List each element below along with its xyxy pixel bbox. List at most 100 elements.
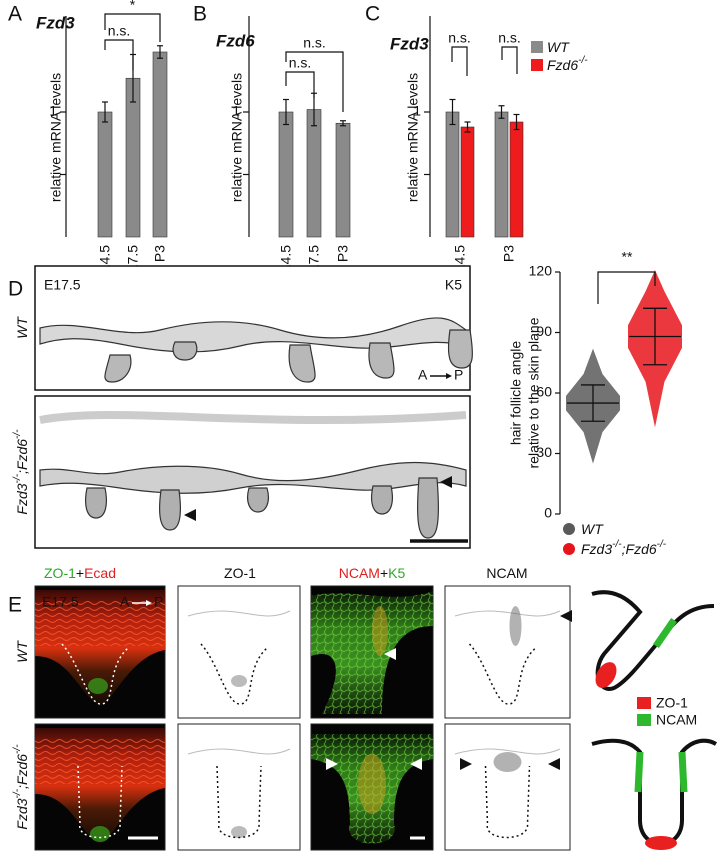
superscript: -/-	[12, 429, 23, 439]
bar	[152, 51, 168, 238]
y-tick-label: 90	[536, 323, 552, 339]
legend-marker	[563, 543, 575, 555]
bar	[494, 111, 509, 238]
y-axis-title: relative to the skin plane	[526, 317, 542, 468]
bar	[509, 121, 524, 238]
label-part: Fzd3	[14, 798, 30, 829]
arrowhead	[548, 758, 560, 770]
legend-swatch	[531, 41, 543, 53]
header-part: ZO-1	[224, 565, 256, 581]
axis-label: P	[154, 594, 163, 610]
hair-follicle	[417, 477, 439, 539]
label-part: Fzd3	[14, 483, 30, 514]
header-part: K5	[388, 565, 405, 581]
bar	[97, 111, 113, 238]
follicle-outline	[216, 765, 262, 839]
legend-swatch	[531, 59, 543, 71]
row-label: WT	[14, 640, 30, 663]
axis-label: A	[418, 367, 428, 383]
panel-label: A	[8, 3, 22, 26]
zo1-signal	[231, 675, 247, 687]
superscript: -/-	[612, 539, 622, 550]
superscript: -/-	[12, 788, 23, 798]
tissue-texture	[35, 600, 165, 646]
label-part: WT	[14, 640, 30, 663]
y-tick-label: 1	[232, 103, 240, 119]
hair-follicle	[172, 341, 198, 361]
schematic-ncam	[653, 618, 677, 648]
significance-label: n.s.	[448, 30, 471, 46]
hair-follicle	[288, 344, 316, 383]
significance-label: *	[130, 0, 136, 13]
significance-bracket	[104, 13, 161, 42]
superscript: -/-	[12, 744, 23, 754]
significance-label: **	[622, 249, 633, 265]
header-part: +	[76, 565, 84, 581]
tissue-texture	[35, 738, 165, 784]
axis-arrowhead	[146, 600, 152, 606]
significance-bracket	[451, 46, 468, 76]
error-bar	[102, 101, 108, 123]
bar	[278, 111, 294, 238]
significance-bracket	[285, 71, 315, 98]
legend-label: NCAM	[656, 712, 697, 728]
hair-follicle	[368, 342, 395, 379]
label-part: WT	[547, 39, 570, 55]
chart-title: Fzd3	[390, 34, 429, 53]
y-tick-label: 120	[529, 263, 553, 279]
legend-swatch	[637, 697, 651, 709]
header-part: Ecad	[84, 565, 116, 581]
ncam-signal	[358, 754, 386, 814]
error-bar	[513, 113, 520, 131]
y-tick-label: 0	[544, 505, 552, 521]
error-bar	[283, 98, 289, 126]
follicle-outline	[484, 765, 531, 839]
micrograph	[444, 585, 571, 719]
hair-follicle	[158, 489, 182, 531]
faint-signal	[187, 748, 291, 755]
significance-label: n.s.	[289, 55, 312, 71]
legend-label: Fzd6-/-	[547, 55, 588, 73]
header-part: ZO-1	[44, 565, 76, 581]
panel-label: D	[8, 278, 23, 301]
y-tick-label: 30	[536, 444, 552, 460]
hair-follicle	[104, 354, 132, 383]
follicle-outline	[77, 765, 123, 839]
header-part: NCAM	[486, 565, 527, 581]
schematic-zo1	[645, 836, 677, 850]
significance-label: n.s.	[108, 23, 131, 39]
hair-follicle	[370, 485, 394, 515]
error-bar	[340, 120, 346, 127]
arrowhead	[560, 610, 572, 622]
hair-follicle	[246, 487, 270, 513]
legend-swatch	[637, 714, 651, 726]
axis-label: P	[454, 367, 463, 383]
chart-title: Fzd3	[36, 13, 75, 32]
y-tick-label: 1	[49, 103, 57, 119]
column-header: NCAM	[486, 565, 527, 581]
tissue-texture	[311, 734, 433, 844]
bar	[335, 122, 351, 238]
significance-label: n.s.	[498, 30, 521, 46]
superscript: -/-	[657, 539, 667, 550]
legend-label: Fzd3-/-;Fzd6-/-	[581, 539, 667, 557]
schematic-zo1	[595, 662, 617, 688]
zo1-signal	[90, 826, 110, 842]
significance-bracket	[501, 46, 518, 74]
zo1-signal	[88, 678, 108, 694]
suprabasal-layer	[39, 411, 467, 424]
zo1-signal	[231, 826, 247, 838]
stage-label: E17.5	[42, 594, 79, 610]
arrowhead	[440, 476, 452, 488]
micrograph	[177, 585, 301, 719]
bar	[306, 109, 322, 238]
ncam-signal	[493, 752, 522, 772]
y-axis-title: relative mRNA levels	[405, 73, 421, 202]
micrograph	[444, 723, 571, 851]
faint-signal	[454, 748, 561, 755]
label-part: WT	[581, 521, 604, 537]
hair-follicle	[447, 329, 473, 369]
label-part: ;Fzd6	[14, 439, 30, 474]
ncam-signal	[509, 606, 522, 646]
label-part: Fzd3	[581, 541, 612, 557]
